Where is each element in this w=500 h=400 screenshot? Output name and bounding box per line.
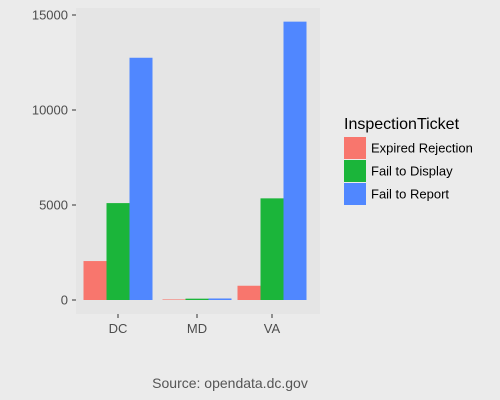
y-tick-label: 15000 — [32, 8, 68, 23]
bar-va-expired-rejection — [237, 285, 261, 300]
bar-dc-fail-to-report — [129, 57, 153, 300]
bar-md-fail-to-report — [208, 298, 232, 300]
y-axis: 0 5000 10000 15000 — [32, 8, 76, 308]
legend-label-fail-to-report: Fail to Report — [371, 187, 449, 202]
legend-label-expired-rejection: Expired Rejection — [371, 141, 473, 156]
x-axis: DC MD VA — [109, 314, 281, 336]
bar-va-fail-to-report — [283, 21, 307, 301]
bars-group — [83, 21, 307, 301]
bar-md-fail-to-display — [185, 298, 209, 300]
y-tick-label: 10000 — [32, 103, 68, 118]
x-tick-label: VA — [264, 321, 281, 336]
y-tick-label: 0 — [61, 293, 68, 308]
bar-dc-fail-to-display — [106, 203, 130, 300]
legend: InspectionTicket Expired Rejection Fail t… — [344, 116, 473, 205]
legend-key-fail-to-report — [344, 183, 366, 205]
legend-title: InspectionTicket — [344, 116, 460, 133]
x-tick-label: DC — [109, 321, 128, 336]
y-tick-label: 5000 — [39, 198, 68, 213]
legend-key-expired-rejection — [344, 137, 366, 159]
bar-dc-expired-rejection — [83, 261, 107, 300]
legend-key-fail-to-display — [344, 160, 366, 182]
x-tick-label: MD — [187, 321, 207, 336]
chart-caption: Source: opendata.dc.gov — [152, 375, 308, 391]
legend-label-fail-to-display: Fail to Display — [371, 164, 453, 179]
bar-md-expired-rejection — [162, 299, 186, 300]
bar-va-fail-to-display — [260, 198, 284, 300]
